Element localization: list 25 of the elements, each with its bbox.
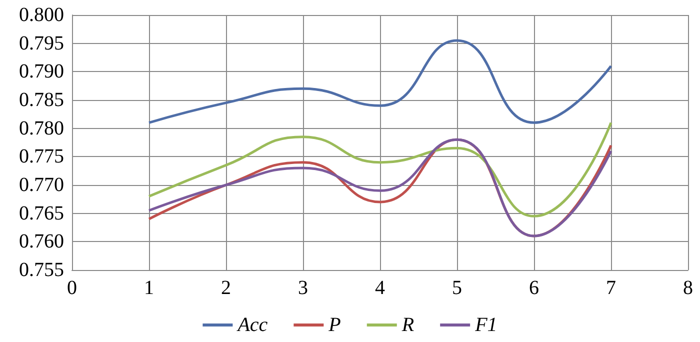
- line-series: [148, 121, 612, 218]
- x-tick-label: 8: [683, 277, 693, 299]
- y-tick-label: 0.800: [19, 4, 64, 26]
- x-tick-label: 6: [529, 277, 539, 299]
- x-tick-label: 7: [606, 277, 616, 299]
- x-tick-label: 4: [375, 277, 385, 299]
- y-tick-label: 0.790: [19, 60, 64, 83]
- x-tick-label: 2: [221, 277, 231, 299]
- line-series: [148, 39, 612, 124]
- y-tick-label: 0.780: [19, 117, 64, 140]
- legend-label: P: [328, 314, 341, 336]
- y-tick-label: 0.760: [19, 230, 64, 253]
- y-tick-label: 0.775: [19, 146, 64, 168]
- x-tick-label: 1: [144, 277, 154, 299]
- legend-label: R: [400, 314, 414, 336]
- y-tick-label: 0.795: [19, 32, 64, 54]
- x-tick-label: 0: [67, 277, 77, 299]
- legend-label: F1: [474, 314, 498, 336]
- x-tick-label: 3: [298, 277, 308, 299]
- legend-label: Acc: [236, 314, 268, 336]
- y-tick-label: 0.765: [19, 202, 64, 224]
- x-tick-label: 5: [452, 277, 462, 299]
- y-tick-label: 0.785: [19, 89, 64, 111]
- y-tick-label: 0.770: [19, 174, 64, 196]
- y-tick-label: 0.755: [19, 259, 64, 281]
